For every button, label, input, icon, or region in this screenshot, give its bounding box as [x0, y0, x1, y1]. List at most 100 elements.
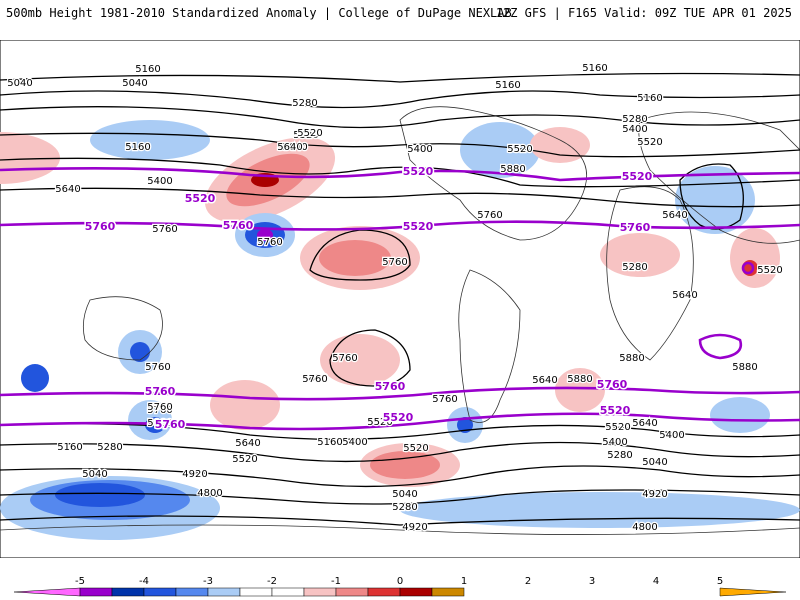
highlight-contour-label: 5760 — [620, 221, 651, 234]
contour-label: 5760 — [432, 394, 457, 405]
contour-label: 4920 — [642, 489, 667, 500]
anomaly-negative-core — [257, 229, 273, 241]
contour-label: 5160 — [125, 142, 150, 153]
colorbar-segment — [271, 587, 305, 597]
colorbar-segment — [431, 587, 465, 597]
contour-label: 4920 — [402, 522, 427, 533]
eurasia-outline — [638, 111, 800, 244]
contour-line — [329, 329, 411, 387]
colorbar-tick-label: -2 — [267, 576, 277, 587]
map-title: 500mb Height 1981-2010 Standardized Anom… — [6, 6, 512, 20]
contour-label: 4920 — [182, 469, 207, 480]
highlight-contour-label: 5760 — [223, 219, 254, 232]
anomaly-shading — [0, 120, 800, 540]
contour-label: 4800 — [197, 488, 222, 499]
contour-line — [0, 72, 800, 83]
colorbar-tick-label: 0 — [397, 576, 403, 587]
highlight-contour-5760-north — [0, 220, 800, 231]
contour-line — [309, 229, 411, 281]
contour-label: 5520 — [297, 128, 322, 139]
anomaly-colorbar: -5 -4 -3 -2 -1 0 1 2 3 4 5 — [13, 576, 787, 597]
contour-label: 5520 — [367, 417, 392, 428]
contour-label: 5280 — [622, 114, 647, 125]
contour-label: 5760 — [147, 402, 172, 413]
model-run-info: 12Z GFS | F165 Valid: 09Z TUE APR 01 202… — [495, 6, 792, 20]
colorbar-segment — [303, 587, 337, 597]
highlight-contour-label: 5520 — [600, 404, 631, 417]
colorbar-segment — [335, 587, 369, 597]
contour-label: 5520 — [293, 130, 318, 141]
australia-outline — [82, 296, 163, 361]
contour-label: 5640 — [672, 290, 697, 301]
contour-label: 5520 — [232, 454, 257, 465]
contour-label: 5280 — [292, 98, 317, 109]
contour-label: 5280 — [607, 450, 632, 461]
colorbar-tick-label: -3 — [203, 576, 213, 587]
contour-line — [0, 515, 800, 526]
contour-label: 5280 — [392, 502, 417, 513]
contour-label: 5160 — [317, 437, 342, 448]
colorbar-segment — [367, 587, 401, 597]
colorbar-segment — [143, 587, 177, 597]
south-america-outline — [458, 269, 521, 423]
contour-label: 5400 — [622, 124, 647, 135]
contour-line — [0, 441, 800, 463]
contour-label: 5160 — [582, 63, 607, 74]
contour-label: 5880 — [302, 373, 327, 384]
contour-label: 5520 — [637, 137, 662, 148]
anomaly-negative-area — [90, 120, 210, 160]
colorbar-segment — [719, 587, 787, 597]
contour-label: 5160 — [57, 442, 82, 453]
contour-label: 5520 — [757, 265, 782, 276]
colorbar-segment — [175, 587, 209, 597]
contour-label: 5760 — [382, 257, 407, 268]
height-contours — [0, 72, 800, 526]
contour-label: 5640 — [282, 142, 307, 153]
colorbar-segment — [79, 587, 113, 597]
highlight-contour-5760-closed — [741, 261, 755, 275]
contour-label: 5040 — [392, 489, 417, 500]
contour-label: 5400 — [147, 176, 172, 187]
colorbar-ticks: -5 -4 -3 -2 -1 0 1 2 3 4 5 — [75, 576, 723, 587]
contour-label: 5760 — [332, 353, 357, 364]
anomaly-map: 5160504050405160528055205640540056405160… — [0, 40, 800, 558]
highlight-contour-5760-south — [0, 386, 800, 401]
contour-label: 4800 — [632, 522, 657, 533]
contour-line — [0, 157, 800, 188]
contour-label-layer: 5160504050405160528055205640540056405160… — [6, 62, 784, 535]
contour-label: 5760 — [257, 237, 282, 248]
highlight-contour-label: 5760 — [375, 380, 406, 393]
colorbar-segment — [399, 587, 433, 597]
contour-line — [0, 90, 800, 109]
anomaly-positive-area — [0, 132, 60, 184]
anomaly-negative-area — [457, 417, 473, 433]
contour-label: 5760 — [152, 224, 177, 235]
contour-label: 5520 — [403, 443, 428, 454]
highlight-contour-label: 5520 — [185, 192, 216, 205]
anomaly-negative-area — [21, 364, 49, 392]
contour-label: 5640 — [532, 375, 557, 386]
anomaly-positive-area — [319, 240, 391, 276]
antarctica-outline — [0, 524, 800, 535]
contour-label: 5640 — [277, 142, 302, 153]
highlight-contour-label: 5520 — [383, 411, 414, 424]
contour-label: 5040 — [7, 78, 32, 89]
contour-label: 5520 — [605, 422, 630, 433]
contour-label: 5640 — [662, 210, 687, 221]
contour-label: 5400 — [659, 430, 684, 441]
colorbar-tick-label: 5 — [717, 576, 723, 587]
coastlines — [0, 106, 800, 535]
contour-label: 5880 — [619, 353, 644, 364]
anomaly-negative-area — [55, 483, 145, 507]
highlight-contour-5520-south — [0, 412, 800, 431]
contour-label: 5760 — [302, 374, 327, 385]
anomaly-positive-area — [320, 334, 400, 386]
contour-label: 5760 — [145, 362, 170, 373]
highlight-contour-label: 5760 — [145, 385, 176, 398]
contour-label: 5880 — [147, 418, 172, 429]
contour-line — [0, 465, 800, 488]
contour-label: 5400 — [407, 144, 432, 155]
colorbar-tick-label: -5 — [75, 576, 85, 587]
contour-label: 5400 — [342, 437, 367, 448]
